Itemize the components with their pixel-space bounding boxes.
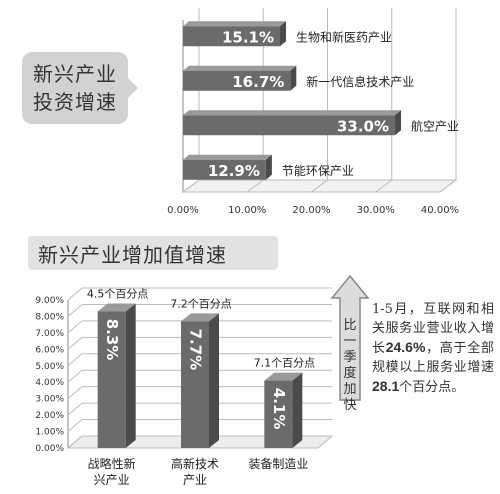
chart2-category-label: 高新技术 [171,456,219,471]
arrow-char: 比 [343,318,357,333]
chart1-floor-line [439,179,457,193]
chart2-grid-diag [67,419,83,432]
note-part-3: 个百分点。 [399,380,465,395]
chart2-tick-label: 6.00% [35,345,64,355]
arrow-char: 季 [343,350,357,365]
chart1-tick-label: 0.00% [167,205,199,216]
chart1-bar-top [183,21,287,27]
chart1-bar-side [290,65,297,91]
callout-line-2: 投资增速 [33,90,117,114]
value-added-growth-chart: 0.00% 1.00% 2.00% 3.00% 4.00% 5.00% 6.00% 7.00%… [35,287,334,487]
chart2-bar [97,303,136,448]
note-part-2: ，高于全部规模以上服务业增速 [372,341,494,375]
note-value-1: 24.6% [385,339,426,355]
chart2-bar-top [97,303,136,312]
chart2-annotation: 4.5个百分点 [87,288,149,301]
chart2-tick-label: 3.00% [35,395,64,405]
chart2-tick-label: 7.00% [35,329,64,339]
chart2-grid-diag [67,320,83,334]
chart1-value-label: 33.0% [337,117,389,135]
chart2-bar [181,313,219,448]
chart1-value-label: 12.9% [208,162,260,180]
chart1-floor-line [182,179,200,193]
chart2-bar-face [181,321,209,448]
arrow-char: 加 [343,382,357,397]
chart1-bar [183,21,287,47]
chart1-bar-top [183,65,297,71]
chart1-value-label: 15.1% [222,28,274,46]
chart1-bar [183,65,297,91]
chart2-annotation: 7.2个百分点 [170,297,232,310]
chart2-grid-diag [67,435,83,449]
chart2-annotation: 7.1个百分点 [254,357,316,370]
chart1-bar-face [183,26,281,47]
arrow-char: 度 [343,366,357,381]
chart2-grid-diag [67,353,83,367]
arrow-char: 一 [343,334,357,349]
chart1-floor-line [246,179,264,193]
chart2-bar-face [97,311,126,448]
chart1-tick-label: 40.00% [421,205,459,216]
chart1-floor-line [311,179,328,193]
chart1-bar-face [183,159,266,180]
chart2-category-label: 产业 [183,473,207,487]
chart2-value-label: 7.7% [187,329,205,371]
chart2-value-label: 4.1% [270,388,288,430]
chart2-value-label: 8.3% [103,319,121,361]
chart1-category-label: 生物和新医药产业 [296,29,392,44]
chart1-bar-face [183,70,291,91]
chart1-bar [183,110,402,136]
chart1-category-label: 节能环保产业 [282,164,354,178]
chart2-bar-side [209,313,219,448]
chart2-bar-top [264,372,303,381]
chart2-category-label: 装备制造业 [248,457,308,471]
callout-line-1: 新兴产业 [33,62,117,86]
investment-growth-callout: 新兴产业 投资增速 [22,52,138,124]
chart2-tick-label: 2.00% [35,411,64,421]
chart2-bar-face [264,380,293,448]
chart2-bar [264,372,303,448]
chart2-bar-side [292,372,303,448]
chart2-grid-diag [67,386,83,400]
chart1-tick-label: 20.00% [292,205,330,216]
up-arrow-icon [330,274,370,401]
chart1-tick-label: 10.00% [228,205,266,216]
chart1-bar-top [183,110,402,116]
chart2-tick-label: 5.00% [35,362,64,372]
chart1-category-label: 航空产业 [411,118,459,133]
note-part-1: 1-5月，互联网和相关服务业营业收入增长 [372,302,494,356]
investment-growth-chart: 0.00% 10.00% 20.00% 30.00% 40.00% 15.1% 生物和新医药… [167,8,459,216]
chart2-tick-label: 9.00% [35,296,64,306]
chart2-tick-label: 0.00% [35,444,64,454]
value-added-growth-title: 新兴产业增加值增速 [28,236,278,270]
chart1-category-label: 新一代信息技术产业 [306,74,414,89]
chart1-bar-side [280,21,287,47]
chart2-category-label: 战略性新 [88,456,136,471]
chart1-value-label: 16.7% [232,73,284,91]
chart1-floor-line [375,179,393,193]
arrow-char: 快 [343,398,357,413]
chart1-tick-label: 30.00% [357,205,395,216]
chart1-bar-top [183,154,272,160]
chart2-grid-diag [67,369,83,383]
chart2-tick-label: 8.00% [35,312,64,322]
chart1-bar-side [395,110,402,136]
arrow-label: 比 一 季 度 加 快 [337,318,363,414]
chart2-grid-diag [67,402,83,416]
chart1-bar-side [265,154,272,180]
note-value-2: 28.1 [372,378,400,394]
chart2-category-label: 兴产业 [94,473,130,487]
chart2-tick-label: 1.00% [35,428,64,438]
chart2-grid-diag [67,287,83,301]
side-note: 1-5月，互联网和相关服务业营业收入增长24.6%，高于全部规模以上服务业增速 2… [372,300,494,397]
chart2-tick-label: 4.00% [35,378,64,388]
chart2-bar-top [181,313,219,322]
chart1-bar-face [183,115,396,136]
chart2-grid-diag [67,336,83,350]
chart2-grid-diag [67,304,83,317]
chart1-bar [183,154,272,180]
chart2-bar-side [125,303,136,448]
